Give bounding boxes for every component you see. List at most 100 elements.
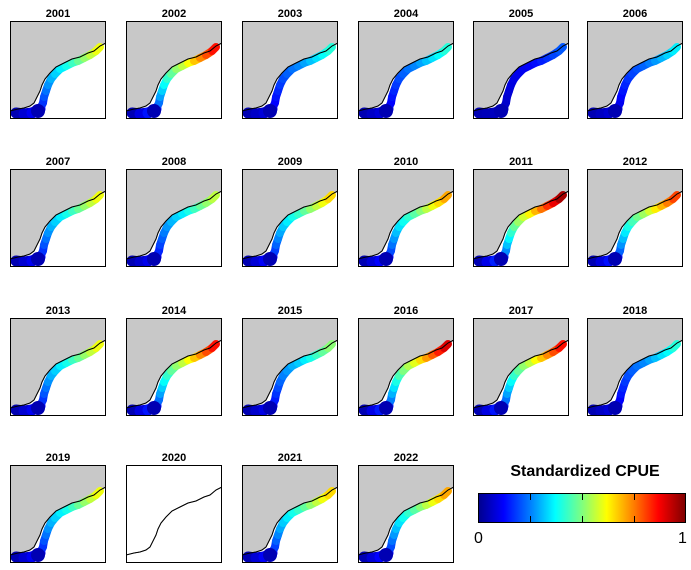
map-panel: 2017 bbox=[473, 305, 569, 423]
map bbox=[587, 318, 683, 416]
coastline bbox=[10, 169, 106, 260]
coastline bbox=[358, 465, 454, 556]
map-border bbox=[242, 21, 338, 119]
year-label: 2014 bbox=[161, 305, 187, 317]
cpue-blob bbox=[31, 252, 45, 266]
coastline bbox=[358, 318, 454, 409]
year-label: 2017 bbox=[508, 305, 534, 317]
map-panel: 2018 bbox=[587, 305, 683, 423]
cpue-blob bbox=[494, 401, 508, 415]
coastline bbox=[242, 465, 338, 556]
map-panel: 2001 bbox=[10, 8, 106, 126]
map-panel: 2004 bbox=[358, 8, 454, 126]
map-border bbox=[126, 21, 222, 119]
year-label: 2007 bbox=[45, 156, 71, 168]
coastline bbox=[358, 21, 454, 112]
map-border bbox=[126, 169, 222, 267]
colorbar-tick bbox=[530, 494, 531, 500]
year-label: 2003 bbox=[277, 8, 303, 20]
year-label: 2013 bbox=[45, 305, 71, 317]
cpue-blob bbox=[263, 104, 277, 118]
map-border bbox=[10, 318, 106, 416]
cpue-blob bbox=[494, 104, 508, 118]
cpue-band bbox=[669, 191, 681, 203]
coastline bbox=[10, 21, 106, 112]
cpue-band bbox=[208, 191, 220, 203]
map bbox=[126, 21, 222, 119]
year-label: 2001 bbox=[45, 8, 71, 20]
colorbar-max-label: 1 bbox=[678, 530, 687, 547]
colorbar-tick bbox=[634, 494, 635, 500]
cpue-blob bbox=[31, 401, 45, 415]
cpue-band bbox=[555, 43, 567, 55]
cpue-blob bbox=[147, 401, 161, 415]
colorbar-min-label: 0 bbox=[474, 530, 483, 547]
map-panel: 2022 bbox=[358, 452, 454, 570]
map-panel: 2019 bbox=[10, 452, 106, 570]
map-border bbox=[358, 318, 454, 416]
year-label: 2020 bbox=[161, 452, 187, 464]
cpue-band bbox=[324, 43, 336, 55]
cpue-band bbox=[440, 487, 452, 499]
map-panel: 2013 bbox=[10, 305, 106, 423]
colorbar-tick bbox=[634, 516, 635, 522]
map bbox=[242, 318, 338, 416]
map-border bbox=[587, 318, 683, 416]
map bbox=[10, 21, 106, 119]
map-border bbox=[10, 21, 106, 119]
cpue-band bbox=[324, 191, 336, 203]
cpue-band bbox=[669, 340, 681, 352]
year-label: 2018 bbox=[622, 305, 648, 317]
coastline bbox=[242, 169, 338, 260]
map-border bbox=[10, 465, 106, 563]
map-panel: 2006 bbox=[587, 8, 683, 126]
map-panel: 2003 bbox=[242, 8, 338, 126]
cpue-blob bbox=[608, 401, 622, 415]
map-border bbox=[587, 21, 683, 119]
colorbar-tick bbox=[582, 494, 583, 500]
year-label: 2015 bbox=[277, 305, 303, 317]
map-panel: 2021 bbox=[242, 452, 338, 570]
map-border bbox=[473, 318, 569, 416]
cpue-blob bbox=[147, 104, 161, 118]
map-panel: 2020 bbox=[126, 452, 222, 570]
map-border bbox=[242, 318, 338, 416]
map bbox=[242, 465, 338, 563]
cpue-blob bbox=[263, 401, 277, 415]
cpue-band bbox=[324, 487, 336, 499]
map-panel: 2009 bbox=[242, 156, 338, 274]
cpue-band bbox=[555, 340, 567, 352]
map bbox=[358, 465, 454, 563]
coastline bbox=[126, 169, 222, 260]
map bbox=[10, 169, 106, 267]
year-label: 2021 bbox=[277, 452, 303, 464]
coastline bbox=[473, 21, 569, 112]
map-border bbox=[358, 465, 454, 563]
year-label: 2011 bbox=[509, 156, 533, 168]
cpue-band bbox=[92, 340, 104, 352]
map-border bbox=[10, 169, 106, 267]
cpue-blob bbox=[608, 252, 622, 266]
coastline bbox=[242, 21, 338, 112]
colorbar-title: Standardized CPUE bbox=[510, 463, 660, 480]
map-panel: 2005 bbox=[473, 8, 569, 126]
cpue-band bbox=[440, 43, 452, 55]
cpue-blob bbox=[494, 252, 508, 266]
coastline bbox=[126, 21, 222, 112]
map bbox=[358, 21, 454, 119]
cpue-band bbox=[92, 487, 104, 499]
cpue-blob bbox=[31, 104, 45, 118]
cpue-band bbox=[324, 340, 336, 352]
map-border bbox=[473, 21, 569, 119]
coastline bbox=[473, 318, 569, 409]
year-label: 2016 bbox=[393, 305, 419, 317]
map bbox=[587, 21, 683, 119]
map bbox=[587, 169, 683, 267]
coastline bbox=[473, 169, 569, 260]
year-label: 2009 bbox=[277, 156, 303, 168]
coastline bbox=[242, 318, 338, 409]
year-label: 2002 bbox=[161, 8, 187, 20]
map-border bbox=[126, 318, 222, 416]
map bbox=[473, 21, 569, 119]
map-panel: 2011 bbox=[473, 156, 569, 274]
